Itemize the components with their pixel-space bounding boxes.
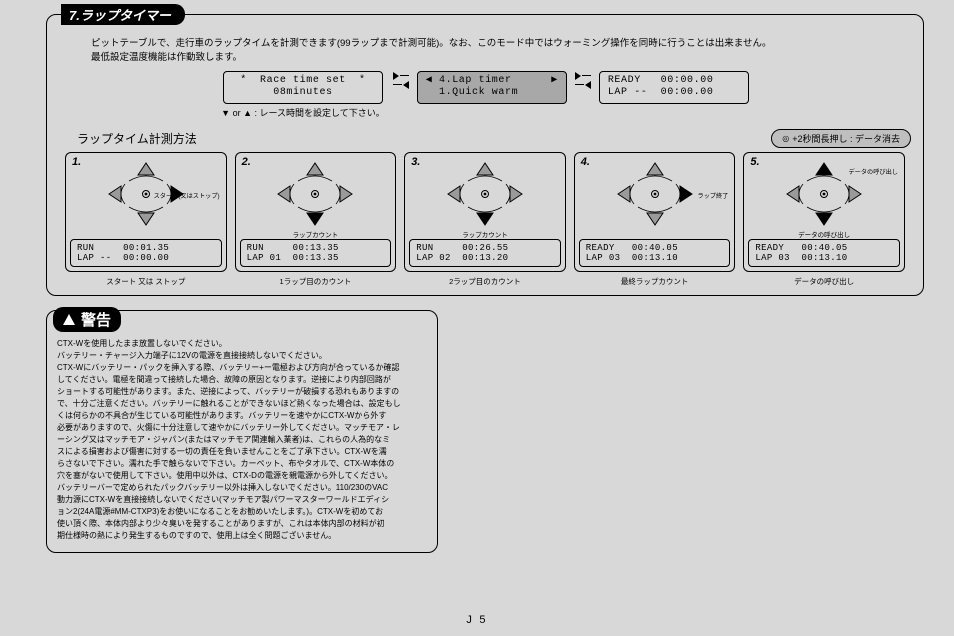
intro-line-2: 最低設定温度機能は作動致します。 <box>91 52 242 63</box>
arrows-right-2 <box>575 71 591 89</box>
lcd-race: * Race time set * 08minutes <box>223 71 383 104</box>
clear-text: +2秒間長押し : データ消去 <box>792 132 900 145</box>
warning-line: 動力源にCTX-Wを直接接続しないでください(マッチモア製パワーマスターワールド… <box>57 494 427 506</box>
card-col-4: 4. ラップ終了 READY 00:40.05 LAP 03 00:13.10 … <box>574 152 736 287</box>
warning-line: で、十分ご注意ください。バッテリーに触れることができないほど熱くなった場合は、設… <box>57 398 427 410</box>
warning-line: 必要がありますので、火傷に十分注意して速やかにバッテリー外してください。マッチモ… <box>57 422 427 434</box>
warning-line: ショートする可能性があります。また、逆接によって、バッテリーが破損する恐れもあり… <box>57 386 427 398</box>
warning-line: ョン2(24A電源#MM-CTXP3)をお使いになることをお勧めいたします。)。… <box>57 506 427 518</box>
card-3: 3. ラップカウント RUN 00:26.55 LAP 02 00:13.20 <box>404 152 566 272</box>
card-5: 5. データの呼び出し データの呼び出し READY 00:40.05 LAP … <box>743 152 905 272</box>
card-caption: スタート 又は ストップ <box>106 276 185 287</box>
lcd-row: * Race time set * 08minutes ▼ or ▲ : レース… <box>55 71 915 119</box>
warning-line: バッテリーバーで定められたパックバッテリー以外は挿入しないでください。110/2… <box>57 482 427 494</box>
lcd-menu: ◀ 4.Lap timer ▶ 1.Quick warm <box>417 71 567 104</box>
lcd-ready: READY 00:00.00 LAP -- 00:00.00 <box>599 71 749 104</box>
card-lcd: READY 00:40.05 LAP 03 00:13.10 <box>579 239 731 267</box>
page-footer: J 5 <box>0 614 954 626</box>
reset-icon: ◎ <box>782 134 789 143</box>
section-lap-timer: 7.ラップタイマー ピットテーブルで、走行車のラップタイムを計測できます(99ラ… <box>46 14 924 296</box>
card-col-5: 5. データの呼び出し データの呼び出し READY 00:40.05 LAP … <box>743 152 905 287</box>
card-lcd: RUN 00:26.55 LAP 02 00:13.20 <box>409 239 561 267</box>
card-caption: 最終ラップカウント <box>621 276 689 287</box>
card-lcd: READY 00:40.05 LAP 03 00:13.10 <box>748 239 900 267</box>
cards-row: 1. スタート(又はストップ) RUN 00:01.35 LAP -- 00:0… <box>65 152 905 287</box>
arrows-right-1 <box>393 71 409 89</box>
warning-box: 警告 CTX-Wを使用したまま放置しないでください。バッテリー・チャージ入力端子… <box>46 310 438 553</box>
dpad-bottom-label: ラップカウント <box>240 229 392 239</box>
warning-body: CTX-Wを使用したまま放置しないでください。バッテリー・チャージ入力端子に12… <box>57 338 427 542</box>
card-lcd: RUN 00:13.35 LAP 01 00:13.35 <box>240 239 392 267</box>
dpad-right-label: スタート(又はストップ) <box>154 191 220 200</box>
card-2: 2. ラップカウント RUN 00:13.35 LAP 01 00:13.35 <box>235 152 397 272</box>
dpad-icon <box>260 159 370 229</box>
dpad-bottom-label: ラップカウント <box>409 229 561 239</box>
warning-title-bar: 警告 <box>53 307 121 332</box>
warning-title: 警告 <box>81 309 111 330</box>
card-1: 1. スタート(又はストップ) RUN 00:01.35 LAP -- 00:0… <box>65 152 227 272</box>
card-col-1: 1. スタート(又はストップ) RUN 00:01.35 LAP -- 00:0… <box>65 152 227 287</box>
card-caption: 2ラップ目のカウント <box>449 276 521 287</box>
clear-pill: ◎ +2秒間長押し : データ消去 <box>771 129 911 148</box>
warning-line: バッテリー・チャージ入力端子に12Vの電源を直接接続しないでください。 <box>57 350 427 362</box>
method-title: ラップタイム計測方法 <box>77 130 197 147</box>
intro-line-1: ピットテーブルで、走行車のラップタイムを計測できます(99ラップまで計測可能)。… <box>91 38 771 49</box>
warning-line: スによる損害および傷害に対する一切の責任を負いませんことをご了承下さい。CTX-… <box>57 446 427 458</box>
card-caption: データの呼び出し <box>794 276 854 287</box>
warning-line: 期仕様時の熱により発生するものですので、使用上は全く問題ございません。 <box>57 530 427 542</box>
card-col-2: 2. ラップカウント RUN 00:13.35 LAP 01 00:13.35 … <box>235 152 397 287</box>
warning-line: CTX-Wにバッテリー・パックを挿入する際、バッテリー+ー電極および方向が合って… <box>57 362 427 374</box>
intro-text: ピットテーブルで、走行車のラップタイムを計測できます(99ラップまで計測可能)。… <box>91 37 915 65</box>
dpad-icon <box>430 159 540 229</box>
warning-line: 使い頂く際、本体内部より少々臭いを発することがありますが、これは本体内部の材料が… <box>57 518 427 530</box>
warning-line: CTX-Wを使用したまま放置しないでください。 <box>57 338 427 350</box>
card-lcd: RUN 00:01.35 LAP -- 00:00.00 <box>70 239 222 267</box>
warning-line: ーシング又はマッチモア・ジャパン(またはマッチモア関連輸入業者)は、これらの人為… <box>57 434 427 446</box>
warning-line: くは何らかの不具合が生じている可能性があります。バッテリーを速やかにCTX-Wか… <box>57 410 427 422</box>
dpad-bottom-label: データの呼び出し <box>748 229 900 239</box>
warning-icon <box>63 314 75 325</box>
section-title: 7.ラップタイマー <box>61 4 185 25</box>
warning-line: 穴を塞がないで使用して下さい。使用中以外は、CTX-Dの電源を親電源から外してく… <box>57 470 427 482</box>
dpad-right-label: データの呼び出し <box>848 167 898 176</box>
warning-line: らさないで下さい。濡れた手で触らないで下さい。カーペット、布やタオルで、CTX-… <box>57 458 427 470</box>
card-4: 4. ラップ終了 READY 00:40.05 LAP 03 00:13.10 <box>574 152 736 272</box>
lcd-race-sub: ▼ or ▲ : レース時間を設定して下さい。 <box>221 106 385 119</box>
card-col-3: 3. ラップカウント RUN 00:26.55 LAP 02 00:13.20 … <box>404 152 566 287</box>
dpad-right-label: ラップ終了 <box>697 191 728 200</box>
card-caption: 1ラップ目のカウント <box>280 276 352 287</box>
dpad-icon <box>600 159 710 229</box>
warning-line: してください。電極を間違って接続した場合、故障の原因となります。逆接により内部回… <box>57 374 427 386</box>
